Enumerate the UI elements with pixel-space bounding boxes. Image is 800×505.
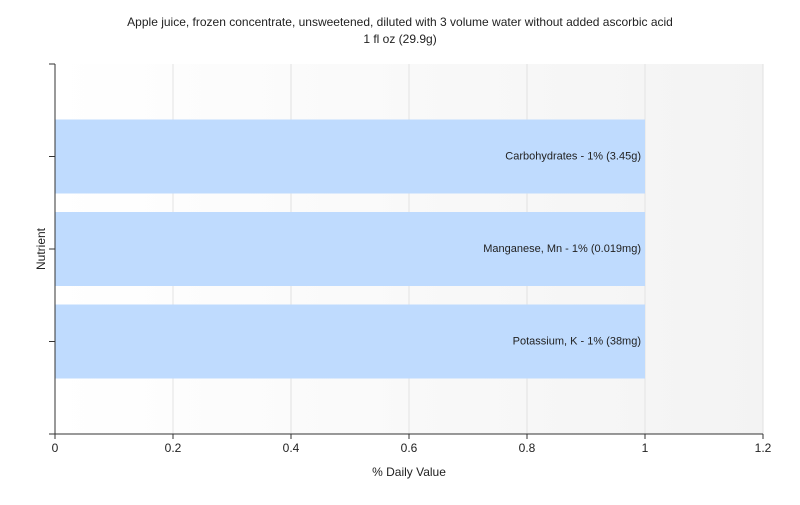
chart-subtitle: 1 fl oz (29.9g)	[363, 32, 436, 46]
value-label: Manganese, Mn - 1% (0.019mg)	[483, 243, 641, 255]
x-axis-label: % Daily Value	[372, 465, 446, 479]
chart-title: Apple juice, frozen concentrate, unsweet…	[127, 15, 673, 29]
x-tick-label: 0.2	[165, 441, 182, 455]
bar	[55, 119, 645, 194]
x-tick-label: 0.8	[519, 441, 536, 455]
y-axis-label: Nutrient	[34, 227, 48, 270]
x-tick-label: 0.6	[401, 441, 418, 455]
bar	[55, 304, 645, 379]
value-label: Carbohydrates - 1% (3.45g)	[505, 150, 641, 162]
x-tick-label: 1.2	[755, 441, 772, 455]
x-tick-label: 1	[642, 441, 649, 455]
bar	[55, 212, 645, 286]
x-tick-label: 0	[52, 441, 59, 455]
x-tick-label: 0.4	[283, 441, 300, 455]
value-label: Potassium, K - 1% (38mg)	[513, 335, 641, 347]
